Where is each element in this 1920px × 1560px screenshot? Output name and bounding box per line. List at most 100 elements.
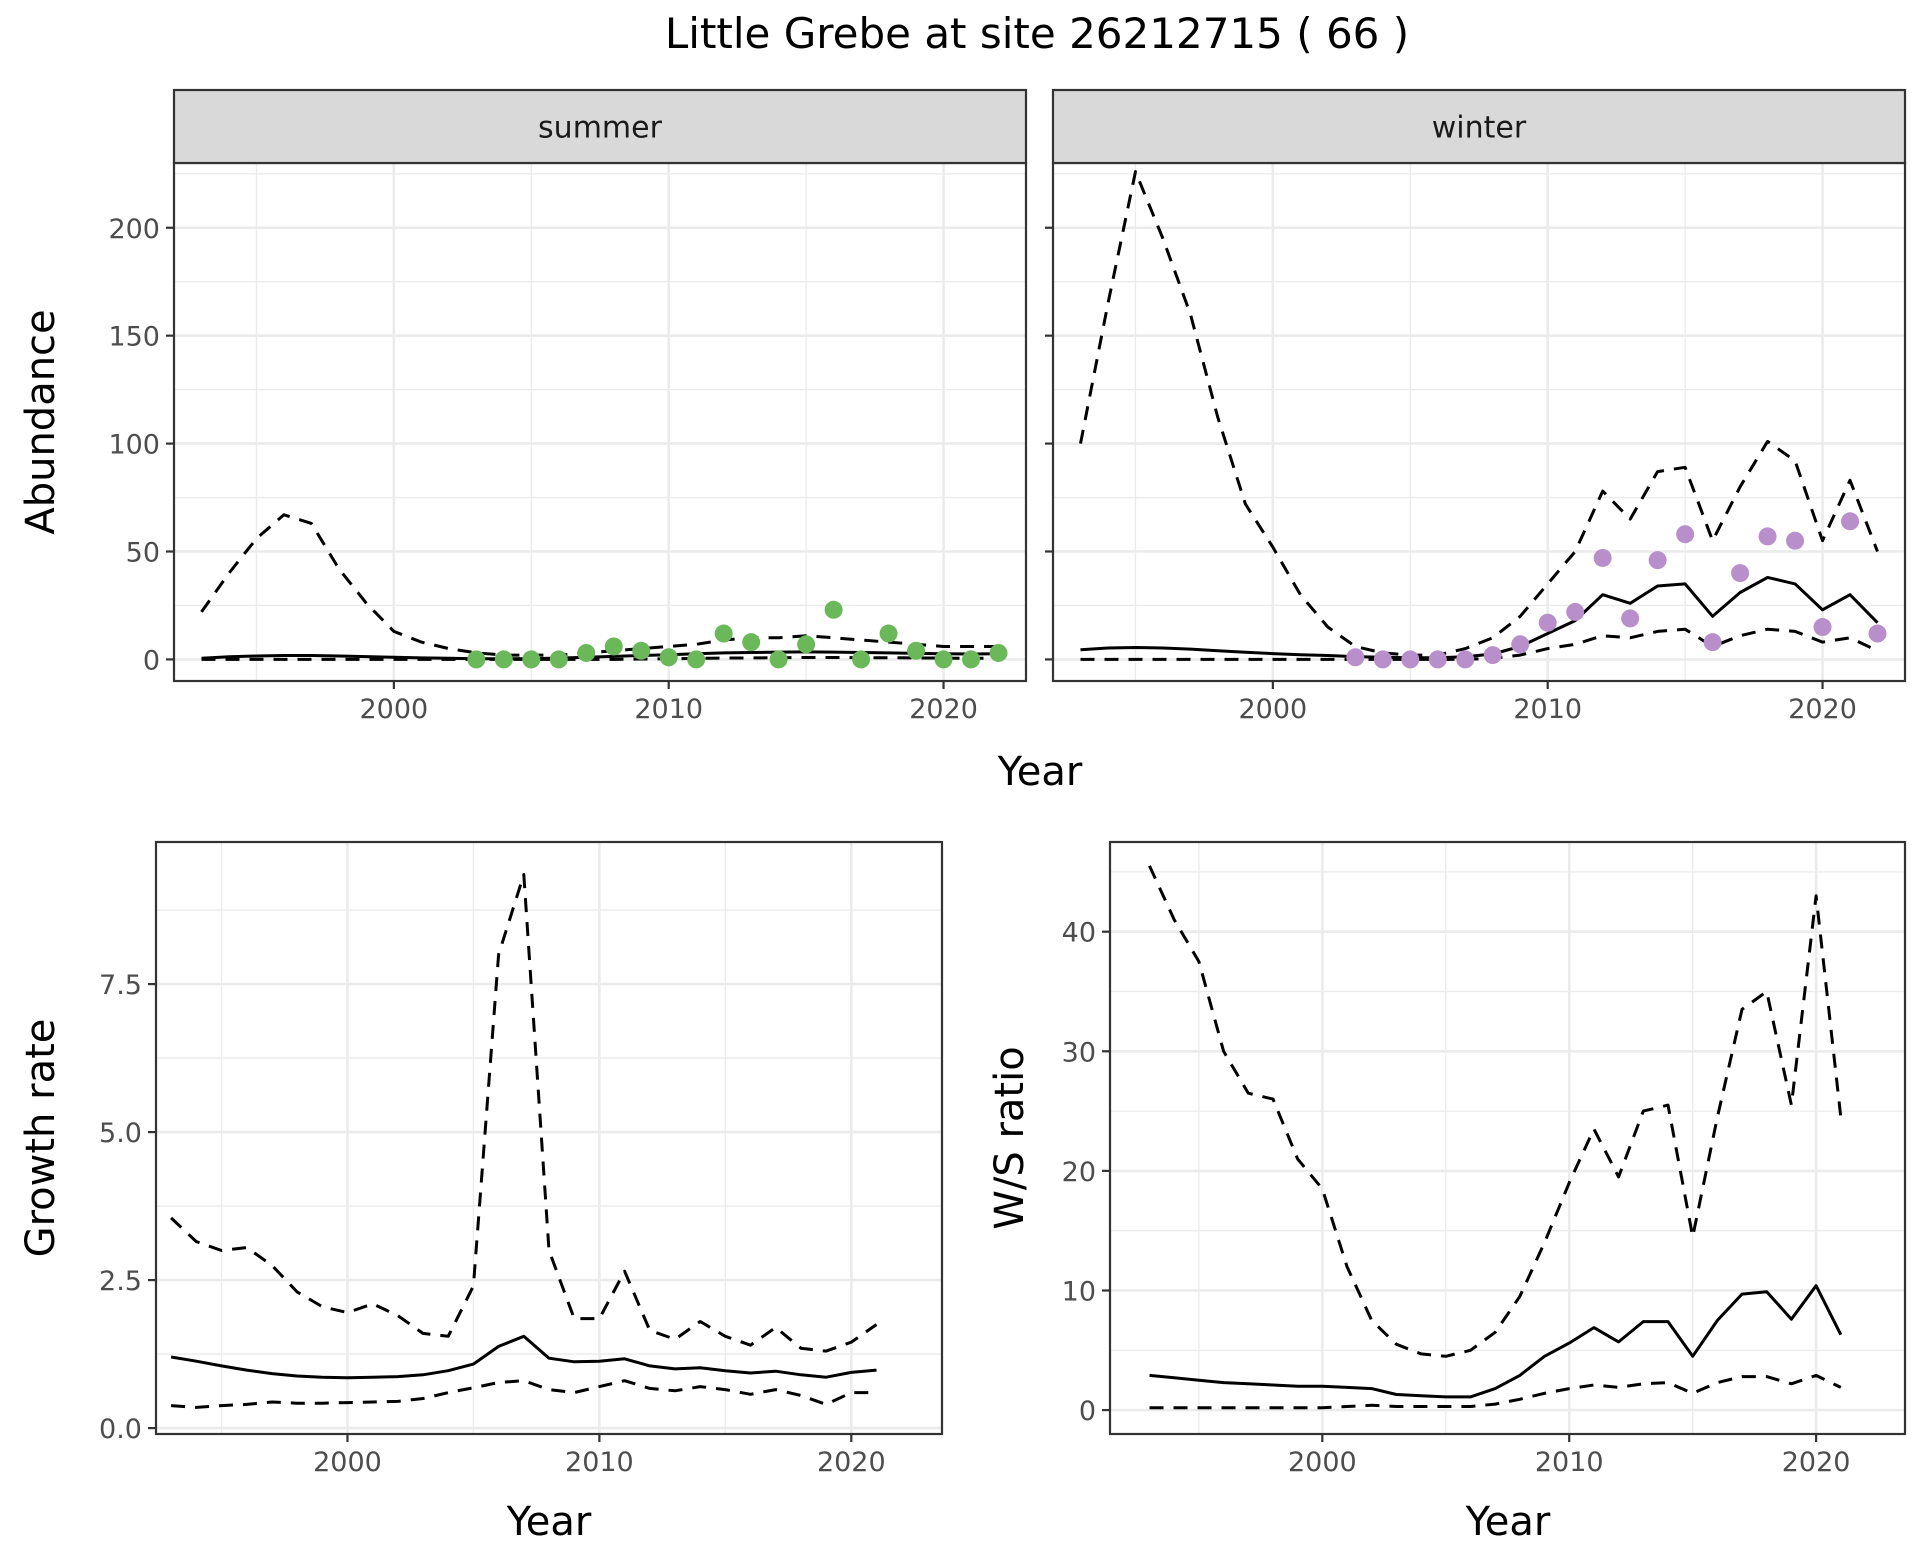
- ratio-panel-border: [1108, 840, 1907, 1436]
- data-point: [1676, 525, 1695, 544]
- data-point: [549, 650, 568, 669]
- strip-label: summer: [538, 111, 663, 146]
- y-tick-label: 0.0: [99, 1414, 142, 1445]
- data-point: [769, 650, 788, 669]
- estimate-line: [170, 1334, 877, 1380]
- y-tick-label: 2.5: [99, 1266, 142, 1297]
- growth-panel-border: [154, 840, 944, 1436]
- data-point: [824, 600, 843, 619]
- x-tick-label: 2020: [909, 694, 978, 725]
- estimate-line: [1149, 1284, 1843, 1399]
- x-tick-label: 2000: [360, 694, 429, 725]
- data-point: [1868, 624, 1887, 643]
- data-point: [934, 650, 953, 669]
- data-point: [1648, 551, 1667, 570]
- y-tick-label: 50: [126, 538, 160, 569]
- data-point: [687, 650, 706, 669]
- y-tick-label: 0: [143, 645, 160, 676]
- data-point: [1813, 618, 1832, 637]
- y-tick-label: 10: [1062, 1276, 1096, 1307]
- data-point: [1401, 650, 1420, 669]
- strip-background: [1051, 88, 1907, 165]
- data-point: [632, 641, 651, 660]
- y-tick-label: 40: [1062, 918, 1096, 949]
- x-tick-label: 2000: [1288, 1447, 1357, 1478]
- abundance-panel-winter-background: [1053, 163, 1905, 681]
- abundance-panel-winter-grid: [1053, 163, 1905, 681]
- data-point: [1566, 602, 1585, 621]
- x-tick-label: 2000: [1239, 694, 1308, 725]
- ratio-panel-grid: [1110, 842, 1905, 1434]
- y-tick-label: 30: [1062, 1037, 1096, 1068]
- x-tick-label: 2010: [565, 1447, 634, 1478]
- lower-bound-line: [201, 656, 999, 661]
- data-point: [1346, 648, 1365, 667]
- y-tick-label: 20: [1062, 1157, 1096, 1188]
- upper-bound-line: [170, 873, 878, 1353]
- data-point: [852, 650, 871, 669]
- y-tick-label: 200: [108, 214, 160, 245]
- data-point: [1511, 635, 1530, 654]
- data-point: [1758, 527, 1777, 546]
- data-point: [1621, 609, 1640, 628]
- x-tick-label: 2000: [313, 1447, 382, 1478]
- growth-panel-grid: [156, 842, 942, 1434]
- data-point: [714, 624, 733, 643]
- estimate-line: [1080, 575, 1879, 660]
- lower-bound-line: [1080, 627, 1879, 661]
- abundance-y-title: Abundance: [18, 309, 64, 534]
- y-tick-label: 7.5: [99, 970, 142, 1001]
- ratio-x-title: Year: [1465, 1499, 1551, 1545]
- ratio-panel: 2000 2010 2020 0 10 20 30 40: [1062, 840, 1907, 1478]
- growth-panel-background: [156, 842, 942, 1434]
- observed-points: [467, 600, 1008, 669]
- data-point: [907, 641, 926, 660]
- x-tick-label: 2010: [1535, 1447, 1604, 1478]
- upper-bound-line: [200, 513, 999, 657]
- abundance-panel-summer: summer 2000 2010 2020 0 50 100 150 200: [108, 88, 1028, 725]
- strip-label: winter: [1432, 111, 1527, 146]
- growth-y-title: Growth rate: [18, 1019, 64, 1258]
- data-point: [494, 650, 513, 669]
- data-point: [1841, 512, 1860, 531]
- x-tick-label: 2020: [1788, 694, 1857, 725]
- data-point: [1456, 650, 1475, 669]
- y-tick-label: 150: [108, 322, 160, 353]
- data-point: [879, 624, 898, 643]
- data-point: [1731, 564, 1750, 583]
- data-point: [797, 635, 816, 654]
- data-point: [522, 650, 541, 669]
- x-tick-label: 2020: [1782, 1447, 1851, 1478]
- abundance-panel-summer-background: [174, 163, 1026, 681]
- data-point: [1538, 613, 1557, 632]
- y-tick-label: 100: [108, 430, 160, 461]
- x-tick-label: 2010: [634, 694, 703, 725]
- abundance-panel-winter: winter 2000 2010 2020: [1045, 88, 1907, 725]
- data-point: [1593, 548, 1612, 567]
- data-point: [742, 633, 761, 652]
- data-point: [577, 643, 596, 662]
- upper-bound-line: [1079, 170, 1879, 657]
- data-point: [962, 650, 981, 669]
- observed-points: [1346, 512, 1887, 669]
- growth-x-title: Year: [506, 1499, 592, 1545]
- growth-panel: 2000 2010 2020 0.0 2.5 5.0 7.5: [99, 840, 944, 1478]
- data-point: [1373, 650, 1392, 669]
- y-tick-label: 0: [1079, 1396, 1096, 1427]
- data-point: [659, 648, 678, 667]
- ratio-panel-background: [1110, 842, 1905, 1434]
- data-point: [1786, 531, 1805, 550]
- data-point: [1703, 633, 1722, 652]
- abundance-x-title: Year: [997, 749, 1083, 795]
- data-point: [1483, 646, 1502, 665]
- abundance-panel-summer-grid: [174, 163, 1026, 681]
- x-tick-label: 2020: [817, 1447, 886, 1478]
- figure-title: Little Grebe at site 26212715 ( 66 ): [665, 9, 1409, 58]
- data-point: [989, 643, 1008, 662]
- upper-bound-line: [1148, 865, 1843, 1358]
- strip-background: [172, 88, 1028, 165]
- data-point: [1428, 650, 1447, 669]
- x-tick-label: 2010: [1513, 694, 1582, 725]
